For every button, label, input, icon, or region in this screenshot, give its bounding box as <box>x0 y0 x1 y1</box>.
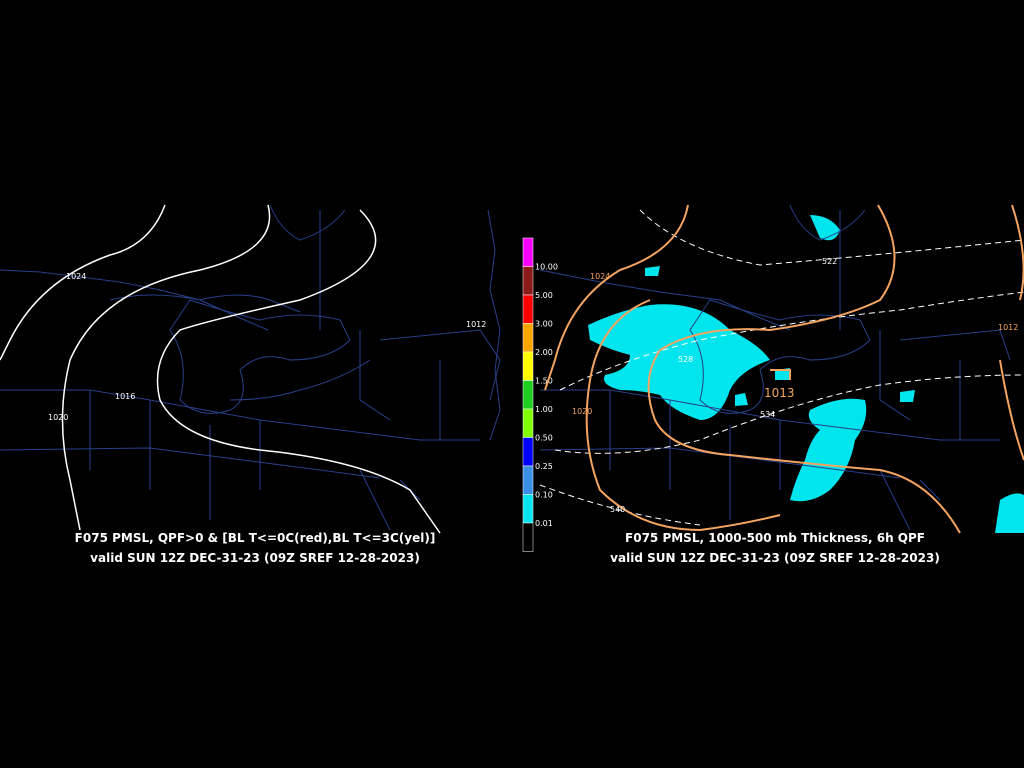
left-isobar-label-1012: 1012 <box>466 320 486 329</box>
colorbar-label: 0.25 <box>535 462 553 471</box>
thickness-label-540: 540 <box>610 505 625 514</box>
thickness-label-534: 534 <box>760 410 775 419</box>
colorbar-swatch <box>522 380 534 410</box>
right-thickness-lines <box>539 209 1024 526</box>
colorbar-swatch <box>522 294 534 324</box>
colorbar-label: 10.00 <box>535 263 558 272</box>
thickness-label-522: 522 <box>822 257 837 266</box>
right-isobar-label-1020: 1020 <box>572 407 592 416</box>
right-isobar-label-1024: 1024 <box>590 272 610 281</box>
thickness-label-528: 528 <box>678 355 693 364</box>
colorbar-label: 5.00 <box>535 291 553 300</box>
colorbar-swatch <box>522 237 534 267</box>
qpf-colorbar: 10.00 5.00 3.00 2.00 1.50 1.00 0.50 0.25 0.10 0.0… <box>522 237 558 552</box>
colorbar-swatch <box>522 522 534 552</box>
left-isobar-label-1016: 1016 <box>115 392 135 401</box>
colorbar-label: 0.50 <box>535 434 553 443</box>
left-isobars <box>0 204 441 534</box>
left-map-panel: 1024 1020 1016 1012 <box>0 204 501 534</box>
colorbar-swatch <box>522 351 534 381</box>
right-isobar-label-1012: 1012 <box>998 323 1018 332</box>
colorbar-swatch <box>522 465 534 495</box>
right-panel-title: F075 PMSL, 1000-500 mb Thickness, 6h QPF <box>625 531 925 545</box>
colorbar-label: 2.00 <box>535 348 553 357</box>
left-state-borders <box>0 204 501 531</box>
right-qpf-shading <box>588 215 1024 533</box>
colorbar-swatch <box>522 266 534 296</box>
right-panel-valid-time: valid SUN 12Z DEC-31-23 (09Z SREF 12-28-… <box>610 551 940 565</box>
right-map-panel: 1024 1020 1013 1012 522 528 534 540 <box>539 204 1024 534</box>
colorbar-label: 3.00 <box>535 320 553 329</box>
colorbar-swatch <box>522 408 534 438</box>
left-panel-valid-time: valid SUN 12Z DEC-31-23 (09Z SREF 12-28-… <box>90 551 420 565</box>
left-isobar-label-1024: 1024 <box>66 272 86 281</box>
left-isobar-label-1020: 1020 <box>48 413 68 422</box>
colorbar-swatch <box>522 494 534 524</box>
colorbar-label: 0.01 <box>535 519 553 528</box>
right-low-center-label: 1013 <box>764 386 795 400</box>
colorbar-swatch <box>522 437 534 467</box>
colorbar-label: 1.50 <box>535 377 553 386</box>
left-panel-title: F075 PMSL, QPF>0 & [BL T<=0C(red),BL T<=… <box>74 531 436 545</box>
colorbar-label: 0.10 <box>535 491 553 500</box>
right-isobars <box>544 204 1024 534</box>
colorbar-swatch <box>522 323 534 353</box>
right-state-borders <box>539 204 1011 531</box>
colorbar-label: 1.00 <box>535 405 553 414</box>
